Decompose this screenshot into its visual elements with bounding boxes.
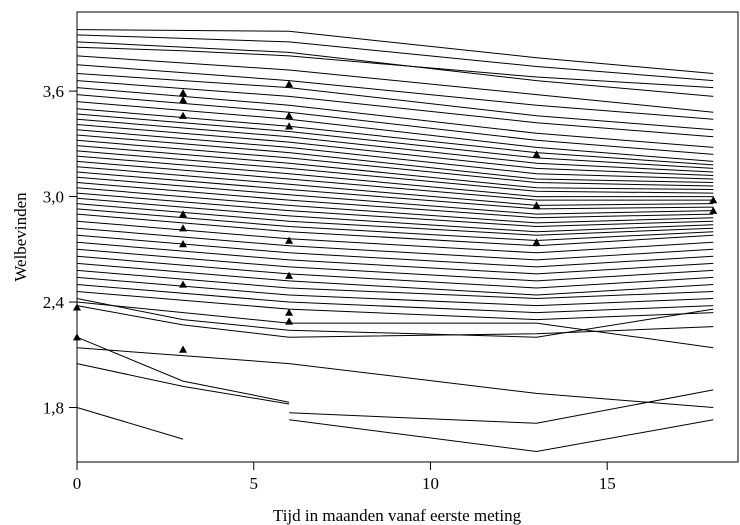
y-tick-label: 1,8 bbox=[43, 399, 64, 418]
series-line-25 bbox=[76, 176, 714, 215]
series-line-7 bbox=[76, 73, 714, 131]
series-line-17 bbox=[76, 134, 714, 183]
data-marker bbox=[179, 240, 188, 248]
data-marker bbox=[709, 196, 718, 204]
marker-layer bbox=[73, 80, 718, 353]
series-line-16 bbox=[76, 129, 714, 180]
data-marker bbox=[179, 111, 188, 119]
series-line-44 bbox=[76, 298, 714, 338]
y-tick-label: 2,4 bbox=[43, 293, 65, 312]
series-line-32 bbox=[76, 213, 714, 247]
series-line-28 bbox=[76, 192, 714, 228]
series-line-39 bbox=[76, 262, 714, 296]
series-line-13 bbox=[76, 113, 714, 169]
y-axis-title: Welbevinden bbox=[11, 192, 30, 282]
series-line-29 bbox=[76, 197, 714, 233]
series-line-26 bbox=[76, 182, 714, 219]
plot-area bbox=[73, 11, 739, 463]
y-axis: 1,8 2,4 3,0 3,6 bbox=[43, 82, 77, 418]
series-line-9 bbox=[76, 87, 714, 148]
series-line-2 bbox=[76, 34, 714, 82]
series-line-31 bbox=[76, 208, 714, 242]
data-marker bbox=[285, 122, 294, 130]
series-line-40 bbox=[76, 269, 714, 300]
series-line-42 bbox=[76, 284, 714, 314]
data-marker bbox=[73, 303, 81, 311]
data-marker bbox=[285, 271, 294, 279]
series-line-45 bbox=[76, 305, 714, 338]
series-layer bbox=[76, 29, 714, 453]
x-tick-label: 10 bbox=[422, 474, 439, 493]
series-line-33 bbox=[76, 220, 714, 254]
series-line-18 bbox=[76, 139, 714, 187]
series-line-5 bbox=[76, 55, 714, 113]
data-marker bbox=[179, 345, 188, 353]
series-line-34 bbox=[76, 227, 714, 261]
series-line-51 bbox=[289, 389, 714, 424]
x-tick-label: 0 bbox=[73, 474, 82, 493]
series-line-27 bbox=[76, 187, 714, 224]
data-marker bbox=[179, 224, 188, 232]
series-line-46 bbox=[76, 301, 714, 349]
x-axis: 0 5 10 15 bbox=[73, 462, 616, 493]
data-marker bbox=[285, 317, 294, 325]
series-line-41 bbox=[76, 276, 714, 307]
data-marker bbox=[709, 206, 718, 214]
series-line-43 bbox=[76, 291, 714, 321]
series-line-23 bbox=[76, 166, 714, 206]
data-marker bbox=[179, 210, 188, 218]
x-tick-label: 15 bbox=[599, 474, 616, 493]
data-marker bbox=[532, 238, 541, 246]
series-line-52 bbox=[289, 419, 714, 453]
data-marker bbox=[179, 280, 188, 288]
data-marker bbox=[285, 80, 294, 88]
series-line-19 bbox=[76, 145, 714, 190]
y-tick-label: 3,6 bbox=[43, 82, 64, 101]
series-line-35 bbox=[76, 234, 714, 268]
x-axis-title: Tijd in maanden vanaf eerste meting bbox=[273, 506, 522, 525]
series-line-15 bbox=[76, 124, 714, 176]
series-line-22 bbox=[76, 160, 714, 201]
series-line-14 bbox=[76, 118, 714, 173]
series-line-21 bbox=[76, 155, 714, 198]
series-line-1 bbox=[76, 29, 714, 74]
data-marker bbox=[179, 88, 188, 97]
series-line-11 bbox=[76, 101, 714, 162]
data-marker bbox=[285, 308, 294, 316]
data-marker bbox=[532, 150, 541, 158]
series-line-20 bbox=[76, 150, 714, 194]
data-marker bbox=[73, 333, 81, 341]
series-line-24 bbox=[76, 171, 714, 210]
x-tick-label: 5 bbox=[249, 474, 258, 493]
series-line-4 bbox=[76, 46, 714, 89]
data-marker bbox=[179, 95, 188, 104]
series-line-48 bbox=[76, 347, 714, 408]
series-line-8 bbox=[76, 80, 714, 138]
data-marker bbox=[285, 111, 294, 119]
data-marker bbox=[285, 236, 294, 244]
series-line-6 bbox=[76, 64, 714, 120]
plot-frame bbox=[76, 11, 739, 463]
series-line-36 bbox=[76, 241, 714, 275]
series-line-47 bbox=[76, 336, 290, 403]
series-line-10 bbox=[76, 94, 714, 155]
series-line-50 bbox=[76, 407, 184, 440]
series-line-49 bbox=[76, 363, 290, 405]
data-marker bbox=[532, 201, 541, 209]
y-tick-label: 3,0 bbox=[43, 188, 64, 207]
series-line-38 bbox=[76, 255, 714, 289]
series-line-37 bbox=[76, 248, 714, 282]
